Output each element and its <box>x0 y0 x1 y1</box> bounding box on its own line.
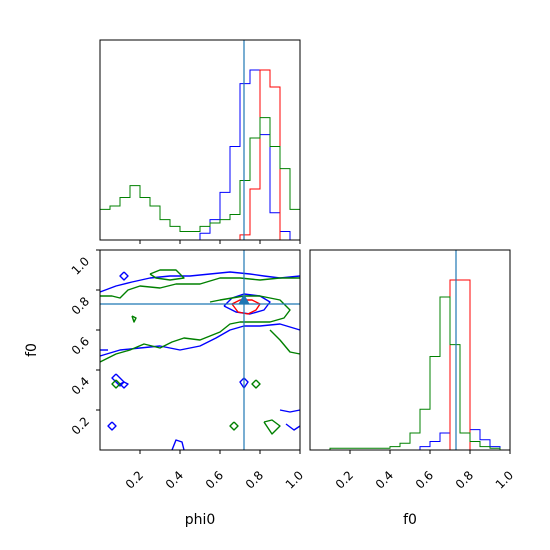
hist-f0-frame <box>309 249 511 451</box>
hist-f0-blue <box>310 279 510 451</box>
panel-hist-f0: 0.2 0.4 0.6 0.8 1.0 <box>309 249 516 492</box>
contour-green-0 <box>100 277 300 299</box>
contour-green-8 <box>263 419 281 435</box>
xlabel-phi0: phi0 <box>185 512 216 528</box>
panel-2d-ytick-label-3: 0.8 <box>69 294 92 317</box>
contour-blue-6 <box>107 421 117 431</box>
hist-f0-xtick-label-3: 0.8 <box>453 468 476 491</box>
contour-green-1 <box>99 295 291 363</box>
panel-2d-ytick-label-4: 1.0 <box>69 254 92 277</box>
hist-phi0-blue <box>100 69 300 241</box>
contour-green-3 <box>149 269 185 281</box>
ylabel-f0: f0 <box>24 343 40 357</box>
contour-blue-0 <box>99 271 301 293</box>
contour-green-4 <box>131 315 137 323</box>
panel-2d-xtick-label-3: 0.8 <box>243 468 266 491</box>
panel-hist-phi0 <box>99 39 301 244</box>
truth-marker <box>238 293 250 305</box>
panel-2d-ytick-label-1: 0.4 <box>69 374 92 397</box>
hist-phi0-frame <box>99 39 301 241</box>
contour-blue-11 <box>285 423 301 431</box>
contour-blue-7 <box>119 271 129 281</box>
contour-green-6 <box>251 379 261 389</box>
xlabel-f0: f0 <box>403 512 417 528</box>
panel-2d-phi0-f0: 0.2 0.4 0.6 0.8 1.0 0.2 0.4 0.6 0.8 1.0 <box>69 249 306 492</box>
hist-phi0-green <box>99 117 301 240</box>
panel-2d-xtick-label-2: 0.6 <box>203 468 226 491</box>
panel-2d-frame <box>99 249 301 451</box>
panel-2d-xtick-label-0: 0.2 <box>123 468 146 491</box>
contour-blue-8 <box>171 439 185 451</box>
contour-green-7 <box>229 421 239 431</box>
hist-f0-green <box>310 296 510 451</box>
hist-f0-xtick-label-1: 0.4 <box>373 468 396 491</box>
panel-2d-ytick-label-0: 0.2 <box>69 414 92 437</box>
panel-2d-xtick-label-1: 0.4 <box>163 468 186 491</box>
contour-green-5 <box>111 379 121 389</box>
contour-green-2 <box>269 329 301 355</box>
hist-f0-xtick-label-4: 1.0 <box>493 468 516 491</box>
contour-blue-5 <box>119 381 129 389</box>
contour-blue-1 <box>99 323 301 357</box>
panel-2d-ytick-label-2: 0.6 <box>69 334 92 357</box>
contour-blue-10 <box>279 409 301 413</box>
panel-2d-xtick-label-4: 1.0 <box>283 468 306 491</box>
contour-blue-4 <box>111 373 125 387</box>
hist-f0-xtick-label-2: 0.6 <box>413 468 436 491</box>
hist-f0-xtick-label-0: 0.2 <box>333 468 356 491</box>
hist-f0-red <box>310 279 510 451</box>
